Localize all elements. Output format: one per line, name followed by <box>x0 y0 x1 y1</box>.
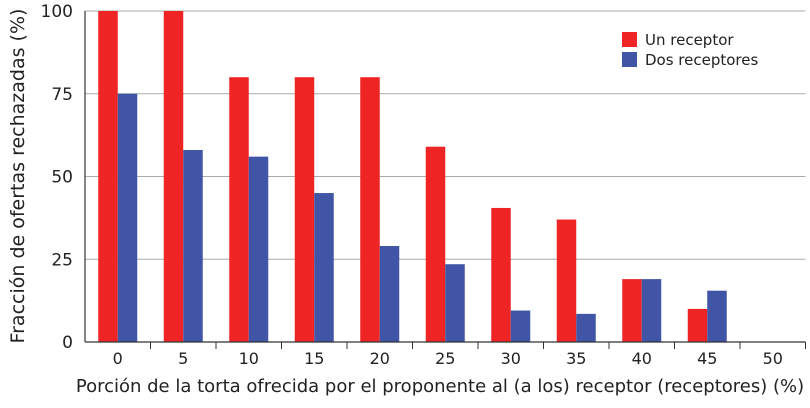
x-tick-label: 40 <box>632 349 652 368</box>
x-tick-label: 10 <box>239 349 259 368</box>
x-tick-label: 0 <box>113 349 123 368</box>
legend-swatch <box>622 32 637 47</box>
x-tick-label: 45 <box>697 349 717 368</box>
y-tick-label: 25 <box>51 250 73 270</box>
y-tick-labels: 0 25 50 75 100 <box>41 2 73 353</box>
y-tick-label: 50 <box>51 168 73 188</box>
x-axis-label: Porción de la torta ofrecida por el prop… <box>76 376 804 397</box>
bar-dos-receptores <box>641 279 662 342</box>
bar-un-receptor <box>491 207 511 342</box>
x-tick-label: 15 <box>304 349 324 368</box>
bar-dos-receptores <box>314 193 334 342</box>
bar-un-receptor <box>229 77 249 342</box>
legend: Un receptor Dos receptores <box>622 31 758 69</box>
bar-dos-receptores <box>576 313 596 342</box>
bar-dos-receptores <box>248 156 269 342</box>
bars <box>98 11 727 342</box>
bar-un-receptor <box>360 77 380 342</box>
x-tick-label: 25 <box>435 349 455 368</box>
y-axis-label: Fracción de ofertas rechazadas (%) <box>7 9 29 344</box>
bar-un-receptor <box>98 11 118 342</box>
bar-un-receptor <box>294 77 315 342</box>
bar-un-receptor <box>163 11 184 342</box>
axes <box>84 11 806 349</box>
bar-dos-receptores <box>117 93 138 342</box>
y-tick-label: 75 <box>51 85 73 105</box>
y-tick-label: 0 <box>62 333 73 353</box>
legend-label: Un receptor <box>645 31 734 49</box>
bar-un-receptor <box>425 146 446 342</box>
bar-un-receptor <box>622 279 642 342</box>
legend-label: Dos receptores <box>645 51 758 69</box>
bar-dos-receptores <box>183 150 203 342</box>
x-tick-labels: 0 5 10 15 20 25 30 35 40 45 50 <box>113 349 783 368</box>
x-tick-label: 35 <box>566 349 586 368</box>
bar-dos-receptores <box>510 310 531 342</box>
y-tick-label: 100 <box>41 2 73 22</box>
x-tick-label: 30 <box>501 349 521 368</box>
bar-un-receptor <box>687 308 708 342</box>
bar-dos-receptores <box>707 290 727 342</box>
bar-dos-receptores <box>445 264 465 342</box>
bar-dos-receptores <box>379 246 400 342</box>
x-tick-label: 50 <box>763 349 783 368</box>
legend-swatch <box>622 52 637 67</box>
bar-un-receptor <box>556 219 577 342</box>
x-tick-label: 20 <box>370 349 390 368</box>
x-tick-label: 5 <box>178 349 188 368</box>
